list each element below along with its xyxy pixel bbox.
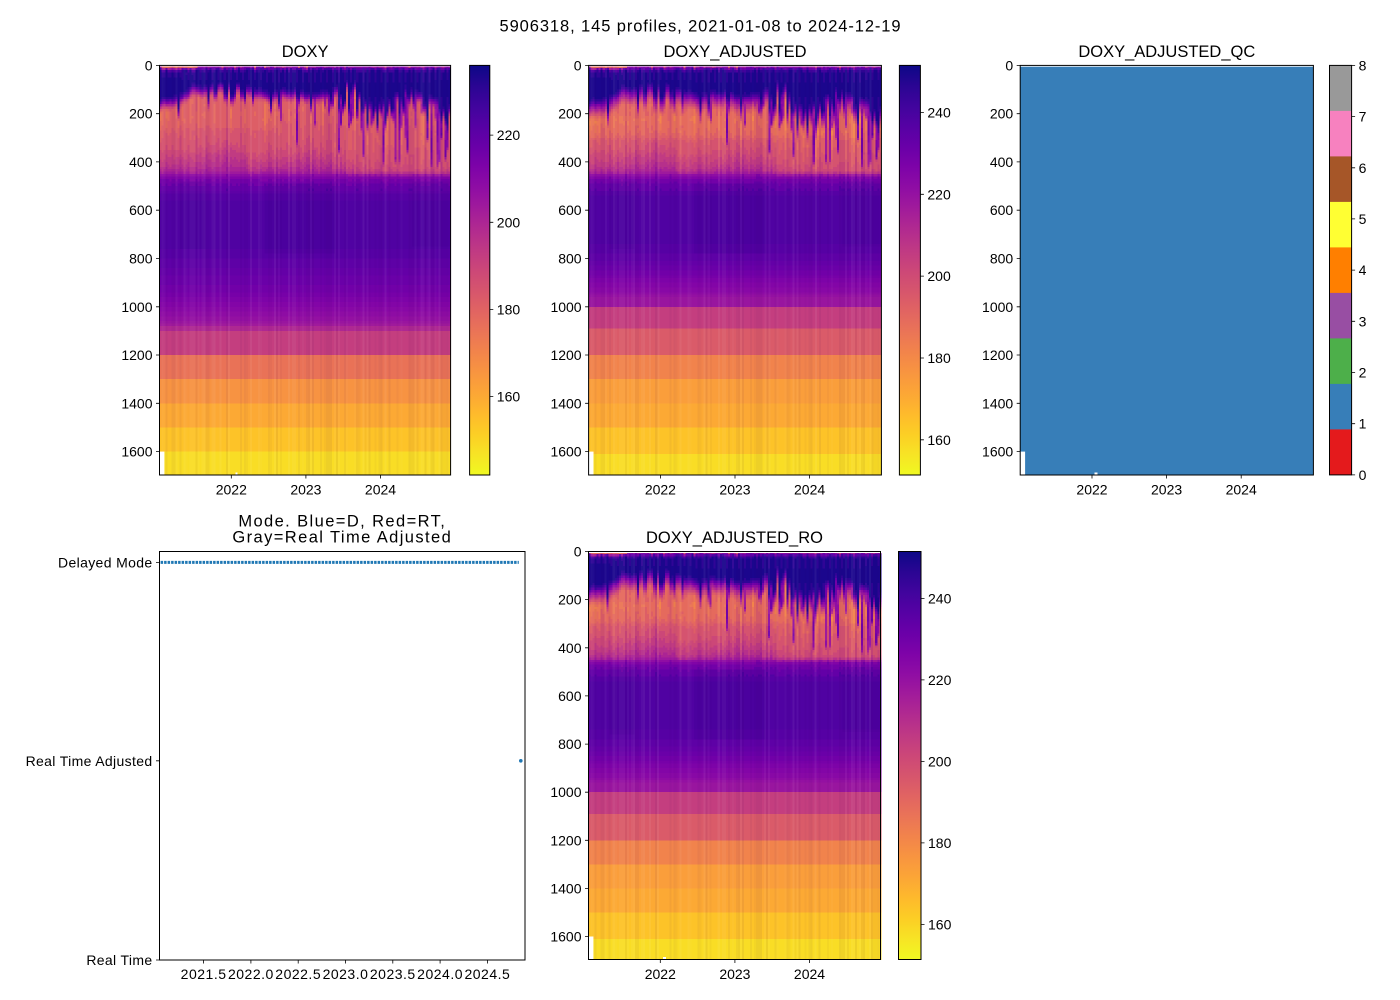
- svg-text:600: 600: [129, 202, 153, 218]
- svg-text:2024.5: 2024.5: [464, 966, 510, 982]
- svg-text:0: 0: [574, 544, 582, 560]
- svg-text:1600: 1600: [982, 444, 1013, 460]
- svg-text:180: 180: [927, 350, 951, 366]
- svg-text:Real Time: Real Time: [86, 952, 152, 968]
- svg-text:7: 7: [1359, 109, 1367, 125]
- svg-text:200: 200: [129, 106, 153, 122]
- svg-text:160: 160: [927, 432, 951, 448]
- svg-text:2: 2: [1359, 365, 1367, 381]
- svg-text:180: 180: [928, 835, 952, 851]
- svg-text:200: 200: [497, 214, 521, 230]
- svg-text:5: 5: [1359, 211, 1367, 227]
- svg-text:2021.5: 2021.5: [181, 966, 227, 982]
- svg-text:2023: 2023: [719, 966, 750, 982]
- svg-text:1000: 1000: [982, 299, 1013, 315]
- svg-text:600: 600: [558, 202, 582, 218]
- svg-text:0: 0: [574, 57, 582, 73]
- svg-text:3: 3: [1359, 313, 1367, 329]
- svg-text:800: 800: [558, 251, 582, 267]
- svg-text:1: 1: [1359, 416, 1367, 432]
- svg-text:1200: 1200: [550, 347, 581, 363]
- svg-text:240: 240: [928, 590, 952, 606]
- svg-text:2023.5: 2023.5: [370, 966, 416, 982]
- svg-text:5906318, 145 profiles, 2021-01: 5906318, 145 profiles, 2021-01-08 to 202…: [500, 18, 902, 36]
- svg-text:400: 400: [558, 154, 582, 170]
- svg-text:200: 200: [928, 753, 952, 769]
- svg-text:Delayed Mode: Delayed Mode: [58, 554, 152, 570]
- svg-text:1200: 1200: [121, 347, 152, 363]
- svg-text:1400: 1400: [982, 395, 1013, 411]
- svg-text:180: 180: [497, 301, 521, 317]
- svg-text:200: 200: [558, 106, 582, 122]
- svg-text:2024: 2024: [365, 482, 396, 498]
- svg-text:1600: 1600: [121, 444, 152, 460]
- svg-text:2023.0: 2023.0: [323, 966, 369, 982]
- svg-text:2022: 2022: [645, 966, 676, 982]
- svg-text:2024.0: 2024.0: [417, 966, 463, 982]
- svg-text:1400: 1400: [550, 395, 581, 411]
- svg-text:2022: 2022: [645, 482, 676, 498]
- svg-text:1600: 1600: [550, 444, 581, 460]
- svg-text:200: 200: [990, 106, 1014, 122]
- svg-text:Gray=Real Time Adjusted: Gray=Real Time Adjusted: [232, 529, 452, 547]
- svg-text:1000: 1000: [121, 299, 152, 315]
- svg-text:2023: 2023: [1151, 482, 1182, 498]
- svg-text:Real Time Adjusted: Real Time Adjusted: [26, 753, 153, 769]
- svg-text:600: 600: [558, 688, 582, 704]
- svg-text:1400: 1400: [550, 881, 581, 897]
- svg-text:4: 4: [1359, 262, 1367, 278]
- svg-text:DOXY_ADJUSTED_RO: DOXY_ADJUSTED_RO: [646, 529, 823, 547]
- svg-text:2022.0: 2022.0: [228, 966, 274, 982]
- svg-text:6: 6: [1359, 160, 1367, 176]
- svg-text:220: 220: [497, 127, 521, 143]
- svg-text:2024: 2024: [794, 482, 825, 498]
- svg-text:400: 400: [990, 154, 1014, 170]
- svg-text:2022: 2022: [1076, 482, 1107, 498]
- svg-text:800: 800: [558, 736, 582, 752]
- svg-text:200: 200: [558, 592, 582, 608]
- svg-text:160: 160: [497, 389, 521, 405]
- svg-text:220: 220: [927, 186, 951, 202]
- svg-text:2023: 2023: [290, 482, 321, 498]
- svg-text:2022.5: 2022.5: [275, 966, 321, 982]
- svg-text:1000: 1000: [550, 299, 581, 315]
- svg-text:2023: 2023: [719, 482, 750, 498]
- svg-text:800: 800: [990, 251, 1014, 267]
- svg-text:600: 600: [990, 202, 1014, 218]
- svg-text:2024: 2024: [794, 966, 825, 982]
- svg-text:0: 0: [1359, 467, 1367, 483]
- svg-text:0: 0: [145, 57, 153, 73]
- svg-text:200: 200: [927, 268, 951, 284]
- svg-text:800: 800: [129, 251, 153, 267]
- svg-text:1400: 1400: [121, 395, 152, 411]
- svg-text:8: 8: [1359, 57, 1367, 73]
- svg-text:DOXY: DOXY: [282, 43, 329, 61]
- svg-text:2024: 2024: [1226, 482, 1257, 498]
- svg-text:220: 220: [928, 672, 952, 688]
- svg-text:1600: 1600: [550, 929, 581, 945]
- svg-text:240: 240: [927, 105, 951, 121]
- svg-text:1200: 1200: [982, 347, 1013, 363]
- svg-text:400: 400: [129, 154, 153, 170]
- svg-text:2022: 2022: [216, 482, 247, 498]
- svg-text:0: 0: [1005, 57, 1013, 73]
- svg-text:400: 400: [558, 640, 582, 656]
- svg-text:1200: 1200: [550, 832, 581, 848]
- svg-text:160: 160: [928, 916, 952, 932]
- svg-text:DOXY_ADJUSTED_QC: DOXY_ADJUSTED_QC: [1078, 43, 1255, 61]
- svg-text:Mode. Blue=D, Red=RT,: Mode. Blue=D, Red=RT,: [238, 513, 446, 531]
- svg-text:DOXY_ADJUSTED: DOXY_ADJUSTED: [663, 43, 806, 61]
- svg-text:1000: 1000: [550, 784, 581, 800]
